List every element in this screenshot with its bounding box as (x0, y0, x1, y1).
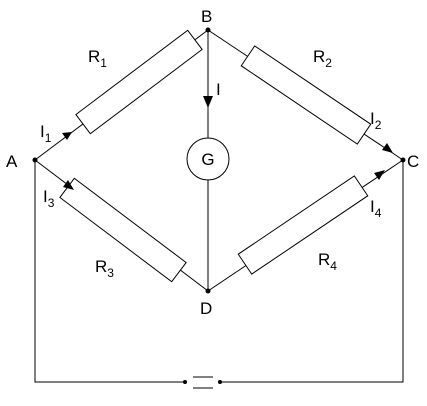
resistor-r1 (75, 29, 203, 135)
arrow-i (203, 96, 213, 108)
node-d-label: D (200, 299, 212, 318)
node-a-label: A (6, 152, 18, 171)
arrow-i3 (63, 180, 74, 190)
battery-terminal-left (183, 380, 187, 384)
node-b-dot (205, 27, 211, 33)
label-i-galvanometer: I (216, 80, 221, 99)
label-r2: R2 (313, 47, 332, 70)
label-r4: R4 (318, 250, 337, 273)
resistor-r2 (240, 45, 372, 145)
arrow-i1 (62, 132, 72, 140)
wire-c-supply (220, 160, 404, 383)
label-r1: R1 (88, 47, 107, 70)
label-i2: I2 (370, 109, 382, 132)
label-i1: I1 (40, 122, 52, 145)
galvanometer-label: G (201, 150, 214, 169)
node-c-dot (400, 157, 406, 163)
node-a-dot (32, 157, 38, 163)
node-b-label: B (201, 7, 212, 26)
node-c-label: C (407, 152, 419, 171)
label-r3: R3 (95, 257, 114, 280)
wire-a-supply (34, 160, 185, 383)
label-i4: I4 (370, 197, 382, 220)
label-i3: I3 (43, 187, 55, 210)
arrow-i4 (374, 170, 385, 180)
galvanometer (186, 137, 230, 181)
battery-terminal-right (218, 380, 222, 384)
node-d-dot (205, 288, 211, 294)
resistor-r4 (237, 175, 369, 275)
resistor-r3 (59, 177, 187, 283)
arrow-i2 (382, 143, 393, 153)
